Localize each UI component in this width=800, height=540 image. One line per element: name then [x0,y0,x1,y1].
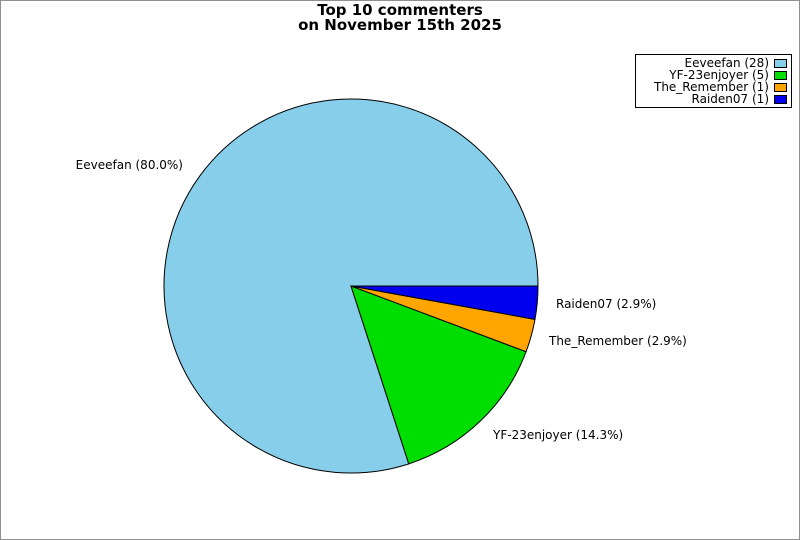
legend-row-yf-23enjoyer: YF-23enjoyer (5) [640,69,787,81]
chart-title-line1: Top 10 commenters [317,1,483,19]
chart-title: Top 10 commenters on November 15th 2025 [1,3,799,33]
slice-label-yf-23enjoyer: YF-23enjoyer (14.3%) [493,428,624,442]
legend: Eeveefan (28) YF-23enjoyer (5) The_Remembe… [635,54,792,108]
pie-slice-raiden07 [350,285,539,320]
chart-title-line2: on November 15th 2025 [298,16,502,34]
slice-label-eeveefan: Eeveefan (80.0%) [75,158,183,172]
legend-row-the-remember: The_Remember (1) [640,81,787,93]
legend-swatch-raiden07 [774,94,787,104]
legend-swatch-the-remember [774,82,787,92]
slice-label-the-remember: The_Remember (2.9%) [549,334,687,348]
slice-label-raiden07: Raiden07 (2.9%) [556,297,657,311]
legend-row-raiden07: Raiden07 (1) [640,93,787,105]
legend-label-eeveefan: Eeveefan (28) [684,56,769,70]
legend-label-yf-23enjoyer: YF-23enjoyer (5) [669,68,769,82]
legend-swatch-eeveefan [774,58,787,68]
legend-swatch-yf-23enjoyer [774,70,787,80]
legend-label-the-remember: The_Remember (1) [653,80,769,94]
legend-label-raiden07: Raiden07 (1) [691,92,769,106]
legend-row-eeveefan: Eeveefan (28) [640,57,787,69]
pie-slice-yf-23enjoyer [350,285,527,465]
